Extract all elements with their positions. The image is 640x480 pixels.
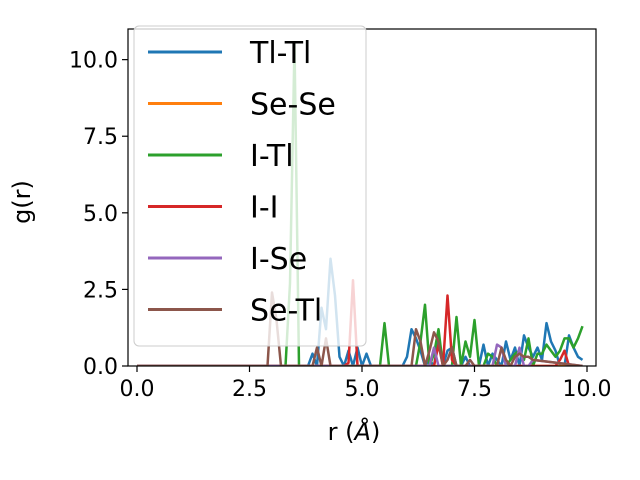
x-tick-label: 0.0: [120, 377, 155, 402]
legend-label-i-se: I-Se: [250, 242, 307, 277]
series-line-se-tl: [137, 291, 583, 366]
legend: Tl-Tl Se-Se I-Tl I-I I-Se Se-Tl: [133, 25, 367, 347]
y-tick-label: 10.0: [69, 49, 118, 74]
y-axis-label: g(r): [8, 180, 36, 224]
y-tick-label: 0.0: [83, 355, 118, 380]
x-tick-label: 2.5: [232, 377, 267, 402]
x-axis: 0.0 2.5 5.0 7.5 10.0: [120, 366, 612, 402]
y-tick-label: 2.5: [83, 278, 118, 303]
y-tick-label: 7.5: [83, 125, 118, 150]
legend-label-se-se: Se-Se: [250, 88, 336, 123]
y-axis: 0.0 2.5 5.0 7.5 10.0: [69, 49, 128, 380]
legend-label-tl-tl: Tl-Tl: [249, 36, 311, 71]
legend-box: [133, 25, 367, 347]
x-tick-label: 10.0: [563, 377, 612, 402]
legend-label-i-tl: I-Tl: [250, 139, 294, 174]
series-line-i-tl: [137, 43, 584, 366]
x-tick-label: 5.0: [345, 377, 380, 402]
x-axis-label: r (Å): [328, 417, 381, 446]
y-tick-label: 5.0: [83, 202, 118, 227]
legend-label-se-tl: Se-Tl: [250, 294, 322, 329]
series-line-tl-tl: [137, 257, 584, 366]
legend-label-i-i: I-I: [250, 191, 279, 226]
x-tick-label: 7.5: [457, 377, 492, 402]
